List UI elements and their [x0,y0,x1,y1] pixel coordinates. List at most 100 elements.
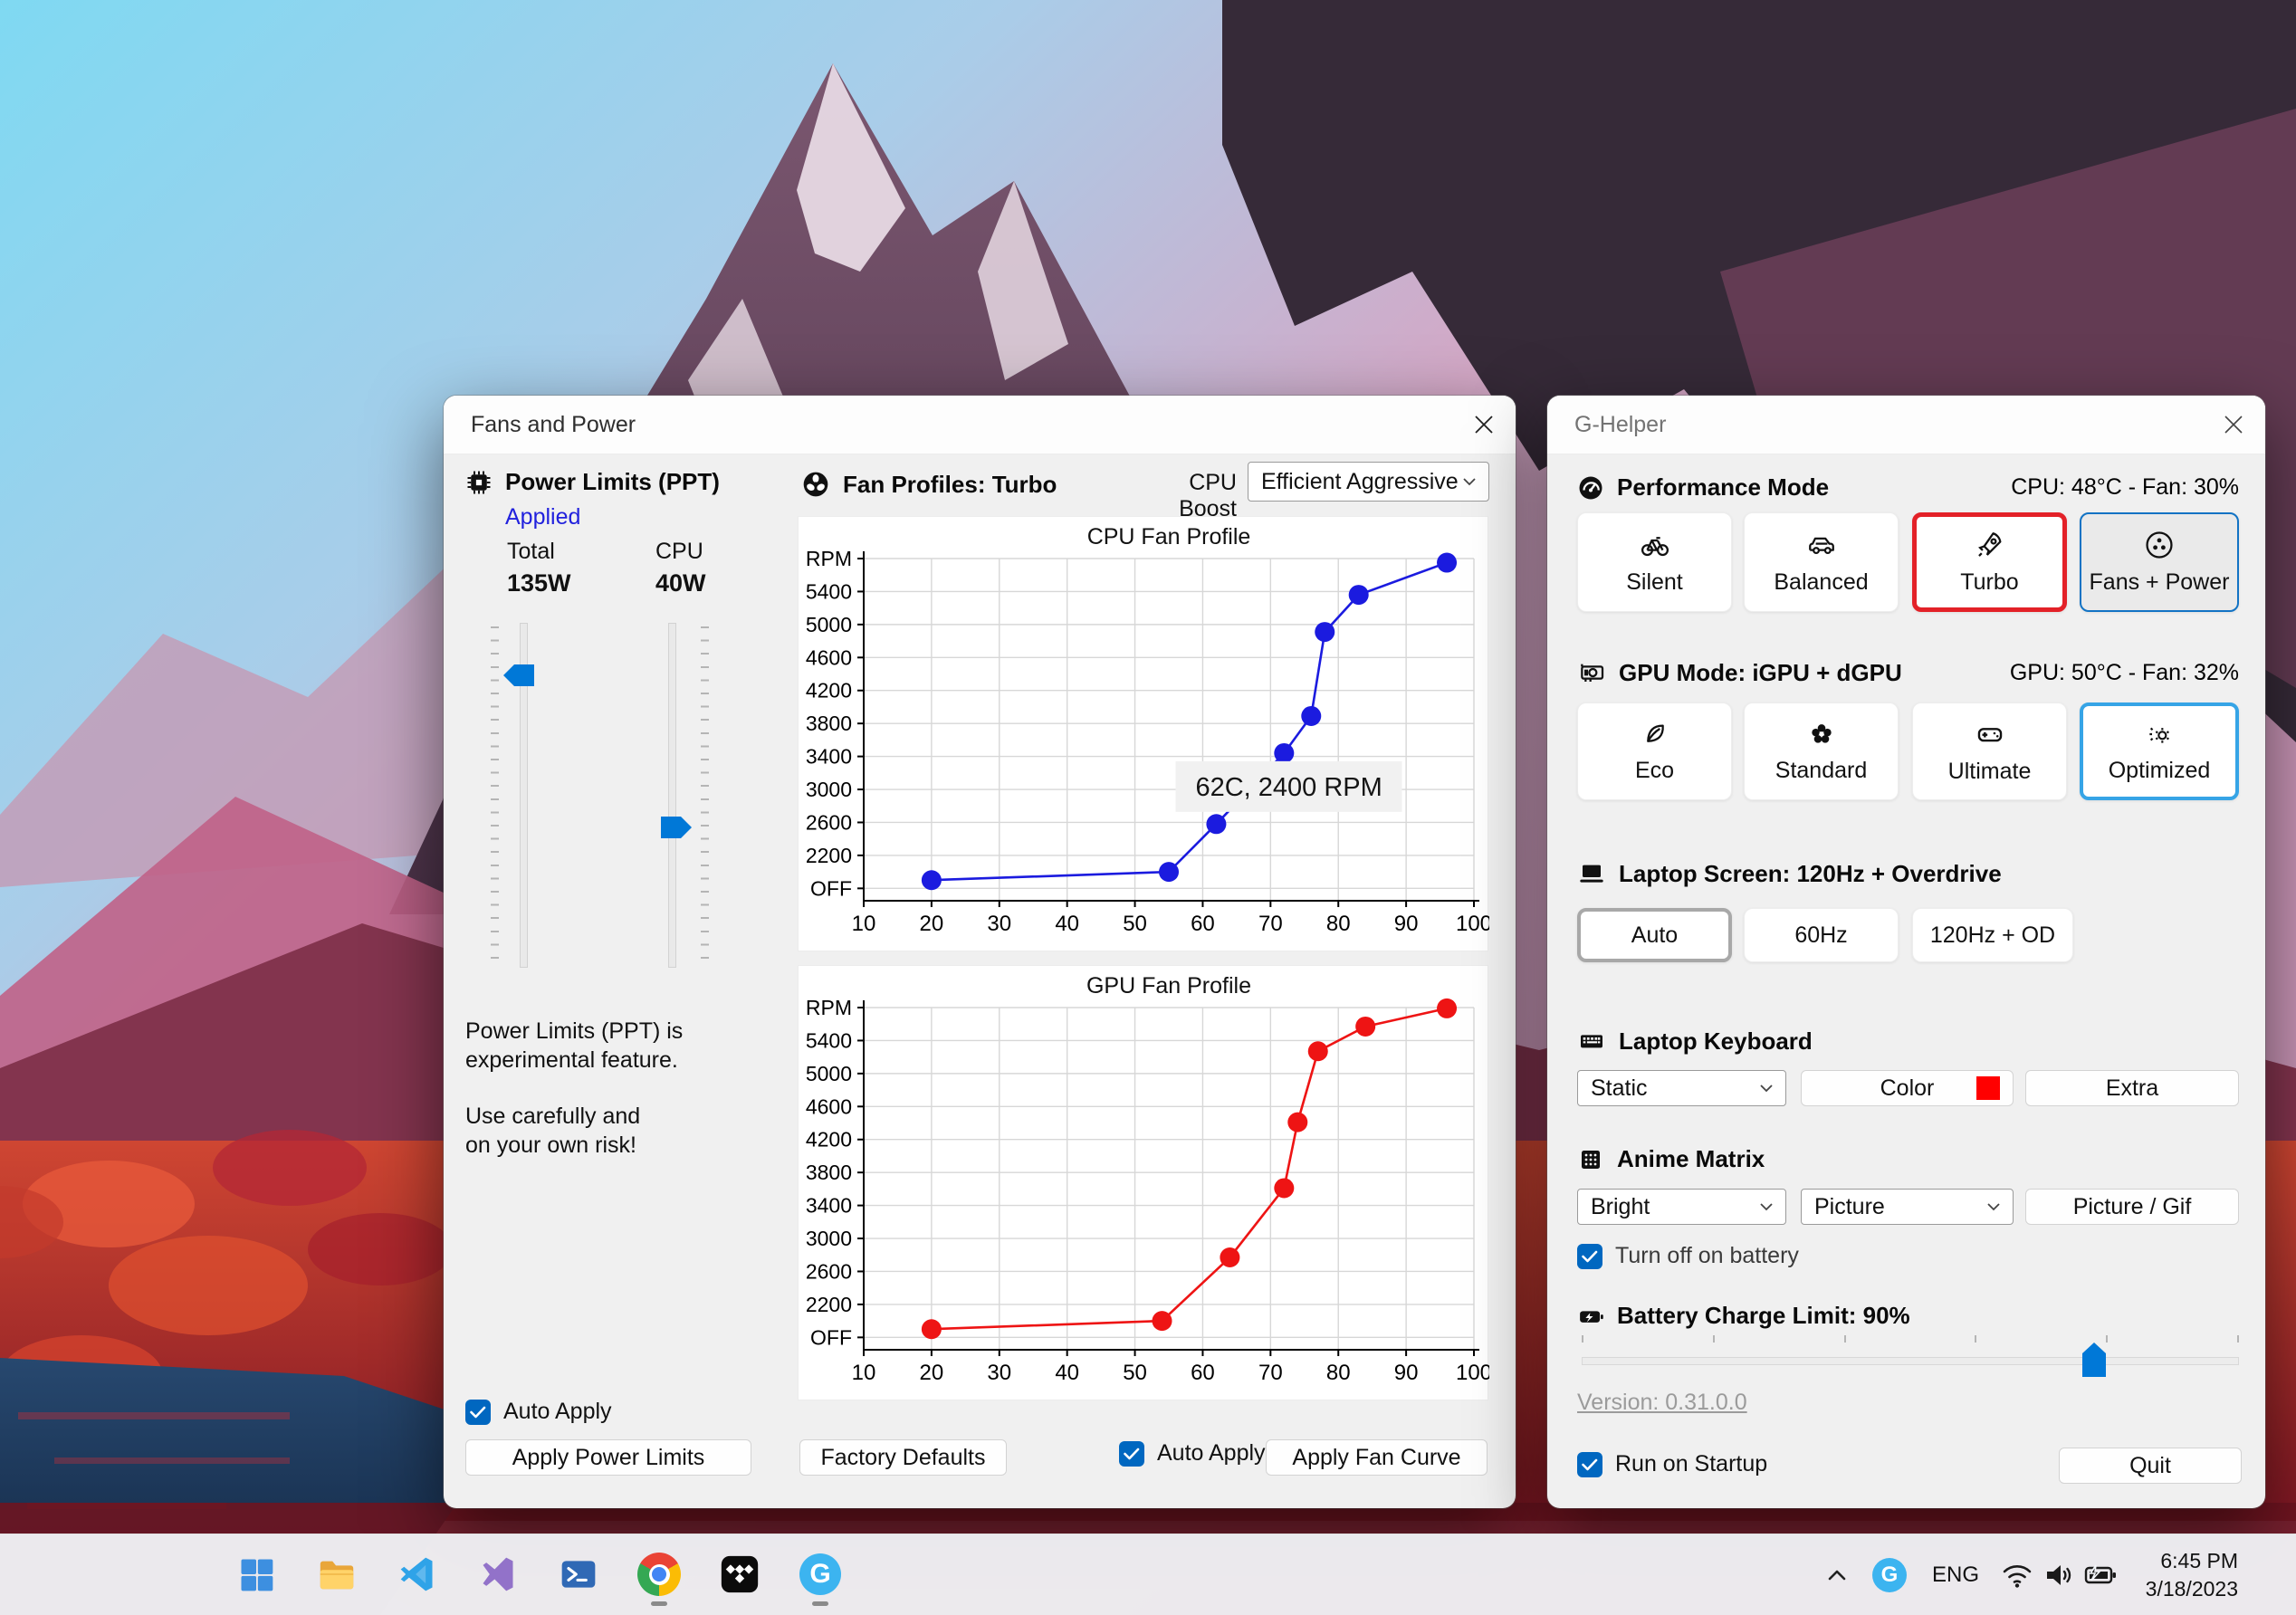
svg-text:3000: 3000 [806,778,852,801]
vscode-button[interactable] [390,1553,445,1596]
screen-auto-button[interactable]: Auto [1577,908,1732,962]
powershell-button[interactable] [551,1553,606,1596]
g-helper-button[interactable]: G [793,1553,847,1596]
fan-auto-apply-row[interactable]: Auto Apply [1119,1440,1266,1467]
battery-slider-thumb[interactable] [2082,1343,2106,1377]
total-power-slider-thumb[interactable] [503,664,534,687]
gauge-icon [1579,476,1602,499]
fan-auto-apply-checkbox[interactable] [1119,1440,1144,1467]
tidal-icon [721,1555,759,1593]
close-icon [2224,416,2243,434]
tray-language-button[interactable]: ENG [1931,1562,1979,1587]
auto-optimize-icon [2149,727,2169,743]
svg-text:4200: 4200 [806,1128,852,1152]
screen-120hz-od-button[interactable]: 120Hz + OD [1912,908,2073,962]
svg-text:3800: 3800 [806,1161,852,1184]
tray-wifi-button[interactable] [1999,1558,2035,1592]
mode-turbo-button[interactable]: Turbo [1912,512,2067,612]
svg-text:OFF: OFF [810,876,852,900]
keyboard-header-row: Laptop Keyboard [1577,1027,2239,1056]
gamepad-icon [1977,727,2002,741]
fan-profiles-header-row: Fan Profiles: Turbo [801,470,1057,499]
tray-chevron-button[interactable] [1822,1560,1852,1591]
mode-balanced-button[interactable]: Balanced [1744,512,1899,612]
ghelper-titlebar[interactable]: G-Helper [1547,396,2265,454]
svg-text:70: 70 [1258,912,1283,936]
fans-and-power-window: Fans and Power Power Limits (PPT) Applie… [444,396,1516,1508]
quit-button[interactable]: Quit [2059,1448,2242,1484]
fans-window-close-button[interactable] [1452,396,1516,454]
cpu-boost-dropdown[interactable]: Efficient Aggressive [1248,462,1489,502]
performance-header-row: Performance Mode CPU: 48°C - Fan: 30% [1577,473,2239,502]
file-explorer-button[interactable] [310,1553,364,1596]
g-helper-tray-icon: G [1872,1558,1907,1592]
turn-off-on-battery-checkbox[interactable] [1577,1243,1602,1269]
keyboard-color-button[interactable]: Color [1801,1070,2014,1106]
g-helper-icon: G [799,1553,841,1595]
chrome-icon [637,1553,681,1596]
visual-studio-button[interactable] [471,1553,525,1596]
svg-text:50: 50 [1123,1361,1147,1385]
performance-header: Performance Mode [1617,473,1830,501]
tray-volume-button[interactable] [2039,1558,2077,1592]
keyboard-extra-button[interactable]: Extra [2025,1070,2239,1106]
svg-text:5400: 5400 [806,1028,852,1052]
anime-battery-checkbox-row[interactable]: Turn off on battery [1577,1243,1799,1269]
gpu-optimized-button[interactable]: Optimized [2080,702,2239,800]
apply-power-limits-button[interactable]: Apply Power Limits [465,1439,751,1476]
gpu-eco-button[interactable]: Eco [1577,702,1732,800]
svg-text:40: 40 [1055,1361,1079,1385]
power-auto-apply-row[interactable]: Auto Apply [465,1399,612,1425]
battery-slider-track[interactable] [1582,1357,2239,1365]
total-power-value: 135W [507,569,571,597]
visual-studio-icon [483,1557,513,1591]
total-power-slider[interactable] [520,623,528,968]
fan-auto-apply-label: Auto Apply [1157,1440,1266,1466]
powershell-icon [561,1561,596,1588]
keyboard-mode-dropdown[interactable]: Static [1577,1070,1786,1106]
tray-g-helper-button[interactable]: G [1872,1558,1907,1592]
cpu-power-slider[interactable] [668,623,676,968]
run-on-startup-row[interactable]: Run on Startup [1577,1451,1767,1477]
cpu-power-value: 40W [655,569,706,597]
cpu-fan-chart[interactable]: 10 20 30 40 50 60 70 80 90 100 OFF 2200 2600 3000 3400… [798,516,1492,951]
ghelper-close-button[interactable] [2202,396,2265,454]
svg-text:80: 80 [1326,1361,1351,1385]
run-on-startup-label: Run on Startup [1615,1451,1768,1476]
anime-mode-dropdown[interactable]: Picture [1801,1189,2014,1225]
svg-text:2600: 2600 [806,810,852,834]
screen-60hz-button[interactable]: 60Hz [1744,908,1899,962]
tidal-button[interactable] [713,1553,767,1596]
power-auto-apply-checkbox[interactable] [465,1399,491,1425]
cpu-boost-label: CPU Boost [1179,470,1237,521]
svg-text:2200: 2200 [806,1293,852,1316]
anime-brightness-dropdown[interactable]: Bright [1577,1189,1786,1225]
tray-clock[interactable]: 6:45 PM 3/18/2023 [2146,1547,2238,1603]
gpu-standard-button[interactable]: Standard [1744,702,1899,800]
tray-battery-button[interactable] [2081,1558,2122,1592]
fans-window-titlebar[interactable]: Fans and Power [444,396,1516,454]
vscode-icon [400,1557,433,1591]
version-link[interactable]: Version: 0.31.0.0 [1577,1390,1747,1415]
mode-silent-button[interactable]: Silent [1577,512,1732,612]
bicycle-icon [1641,536,1669,556]
chevron-down-icon [1760,1202,1773,1210]
run-on-startup-checkbox[interactable] [1577,1451,1602,1477]
chrome-button[interactable] [632,1553,686,1596]
svg-text:10: 10 [852,1361,876,1385]
svg-text:RPM: RPM [806,996,852,1019]
cpu-power-slider-thumb[interactable] [661,817,692,839]
svg-text:20: 20 [920,1361,944,1385]
battery-slider[interactable] [1582,1333,2239,1381]
start-button[interactable] [229,1553,283,1596]
screen-header: Laptop Screen: 120Hz + Overdrive [1619,859,2002,887]
gpu-ultimate-button[interactable]: Ultimate [1912,702,2067,800]
factory-defaults-button[interactable]: Factory Defaults [799,1439,1007,1476]
ghelper-title: G-Helper [1574,411,1667,437]
gpu-fan-chart[interactable]: 10 20 30 40 50 60 70 80 90 100 OFF 2200 2600 3000 3400… [798,965,1492,1400]
gpu-mode-header-row: GPU Mode: iGPU + dGPU GPU: 50°C - Fan: 3… [1577,658,2239,687]
anime-picture-gif-button[interactable]: Picture / Gif [2025,1189,2239,1225]
mode-fans-power-button[interactable]: Fans + Power [2080,512,2239,612]
apply-fan-curve-button[interactable]: Apply Fan Curve [1266,1439,1488,1476]
svg-text:100: 100 [1456,912,1489,936]
